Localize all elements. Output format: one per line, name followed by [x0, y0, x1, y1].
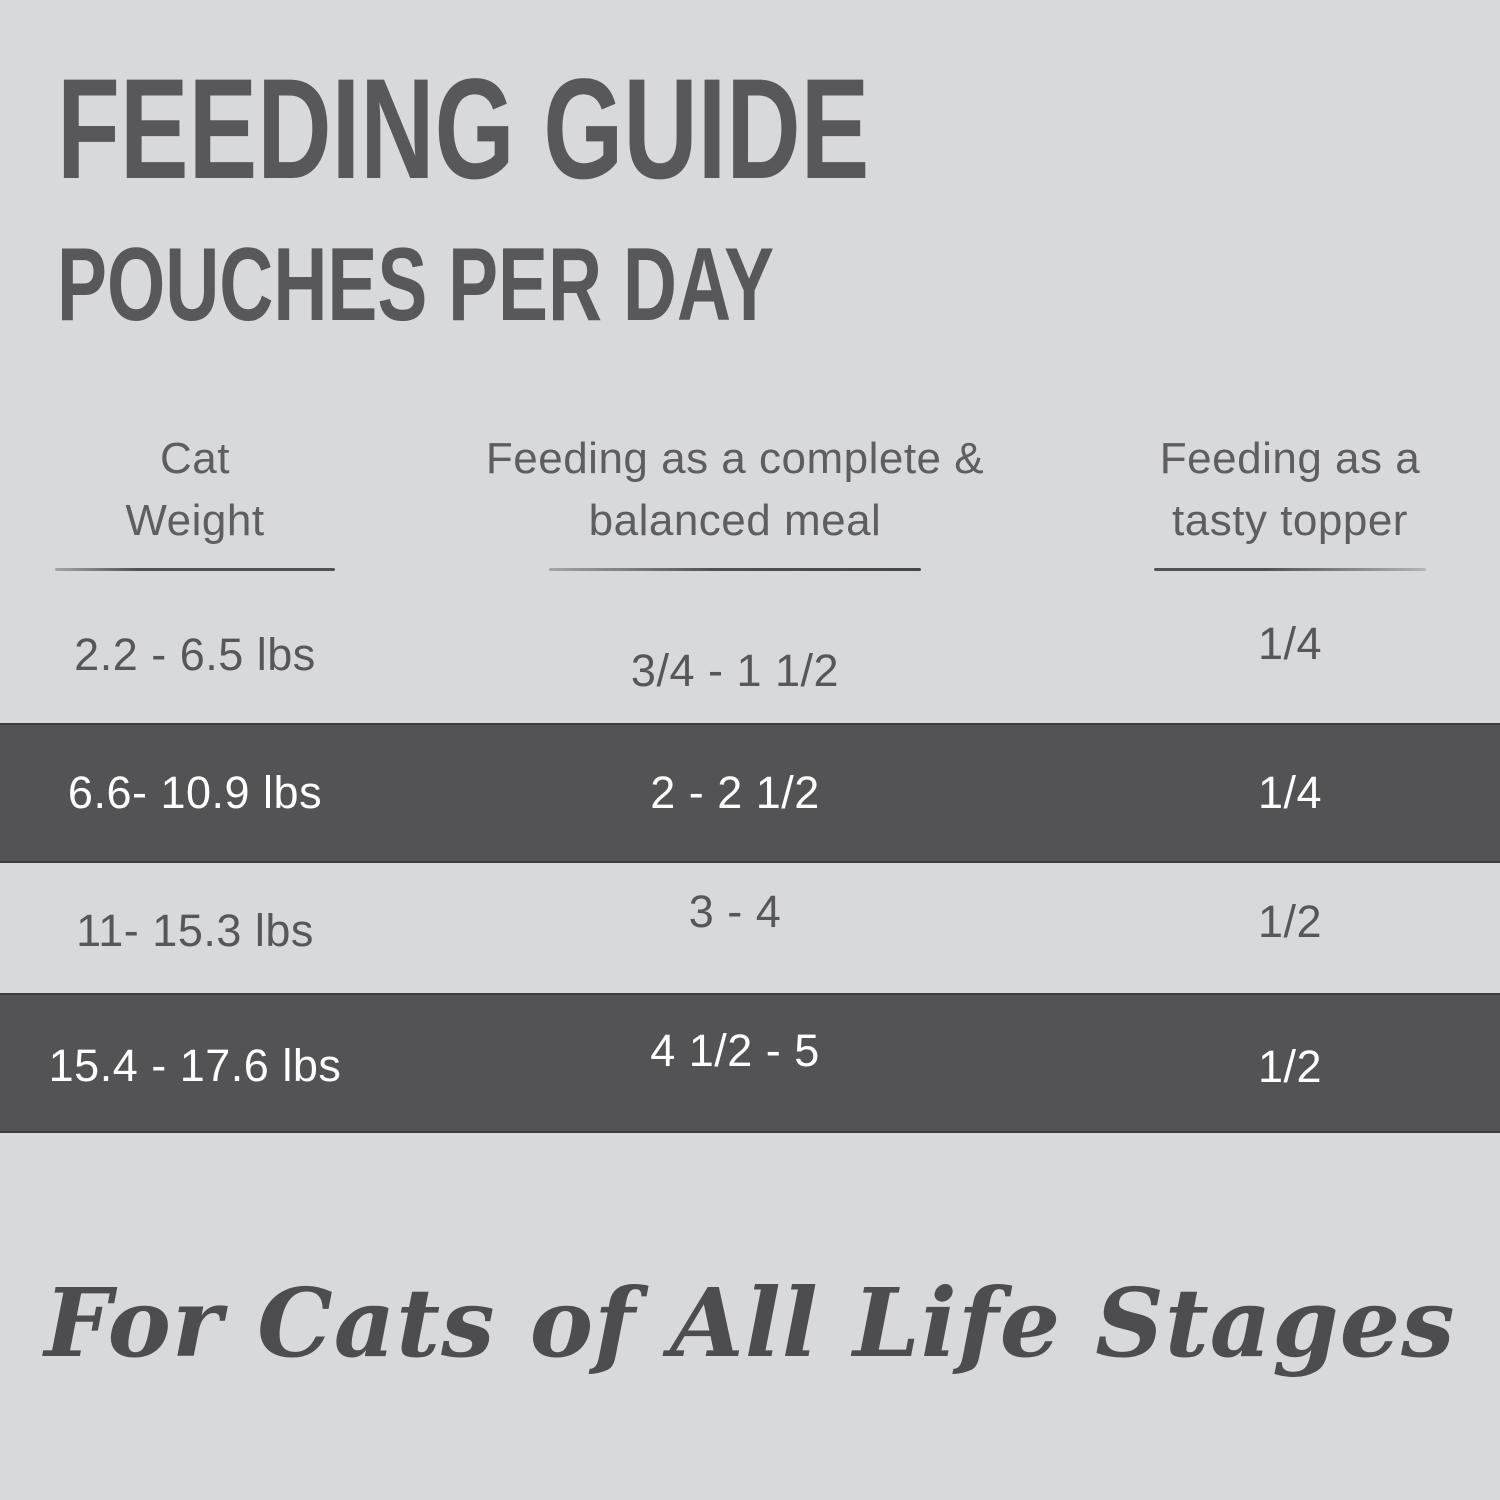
tagline: For Cats of All Life Stages: [44, 1268, 1456, 1379]
column-header-line: Weight: [125, 496, 265, 545]
column-header-tasty-topper: Feeding as a tasty topper: [1080, 428, 1500, 571]
cell-meal-amount: 4 1/2 - 5: [650, 1025, 820, 1076]
column-header-line: Feeding as a complete &: [485, 434, 985, 483]
cell-topper-amount: 1/2: [1257, 1041, 1323, 1092]
column-header-line: balanced meal: [588, 496, 882, 545]
cell-cat-weight: 2.2 - 6.5 lbs: [74, 629, 316, 680]
cell-meal-amount: 2 - 2 1/2: [650, 767, 820, 818]
cell-cat-weight: 15.4 - 17.6 lbs: [48, 1040, 342, 1091]
column-header-line: tasty topper: [1172, 496, 1408, 545]
header-underline: [55, 568, 335, 571]
header-underline: [1154, 568, 1426, 571]
column-header-complete-meal: Feeding as a complete & balanced meal: [390, 428, 1080, 571]
table-row-highlighted: 6.6- 10.9 lbs 2 - 2 1/2 1/4: [0, 723, 1500, 863]
cell-topper-amount: 1/4: [1257, 618, 1323, 669]
cell-cat-weight: 6.6- 10.9 lbs: [67, 767, 323, 818]
column-header-line: Cat: [160, 434, 230, 483]
cell-meal-amount: 3 - 4: [688, 886, 782, 937]
header-underline: [549, 568, 921, 571]
column-header-cat-weight: Cat Weight: [0, 428, 390, 571]
cell-topper-amount: 1/4: [1257, 767, 1323, 818]
cell-topper-amount: 1/2: [1257, 896, 1323, 947]
cell-cat-weight: 11- 15.3 lbs: [76, 905, 314, 956]
column-header-line: Feeding as a: [1159, 434, 1421, 483]
title-block: FEEDING GUIDE POUCHES PER DAY: [57, 58, 1185, 337]
cell-meal-amount: 3/4 - 1 1/2: [630, 645, 840, 696]
table-row-highlighted: 15.4 - 17.6 lbs 4 1/2 - 5 1/2: [0, 993, 1500, 1133]
table-header-row: Cat Weight Feeding as a complete & balan…: [0, 428, 1500, 571]
table-row: 11- 15.3 lbs 3 - 4 1/2: [0, 863, 1500, 993]
page-subtitle: POUCHES PER DAY: [57, 227, 775, 343]
table-row: 2.2 - 6.5 lbs 3/4 - 1 1/2 1/4: [0, 583, 1500, 723]
page-title: FEEDING GUIDE: [57, 50, 870, 209]
